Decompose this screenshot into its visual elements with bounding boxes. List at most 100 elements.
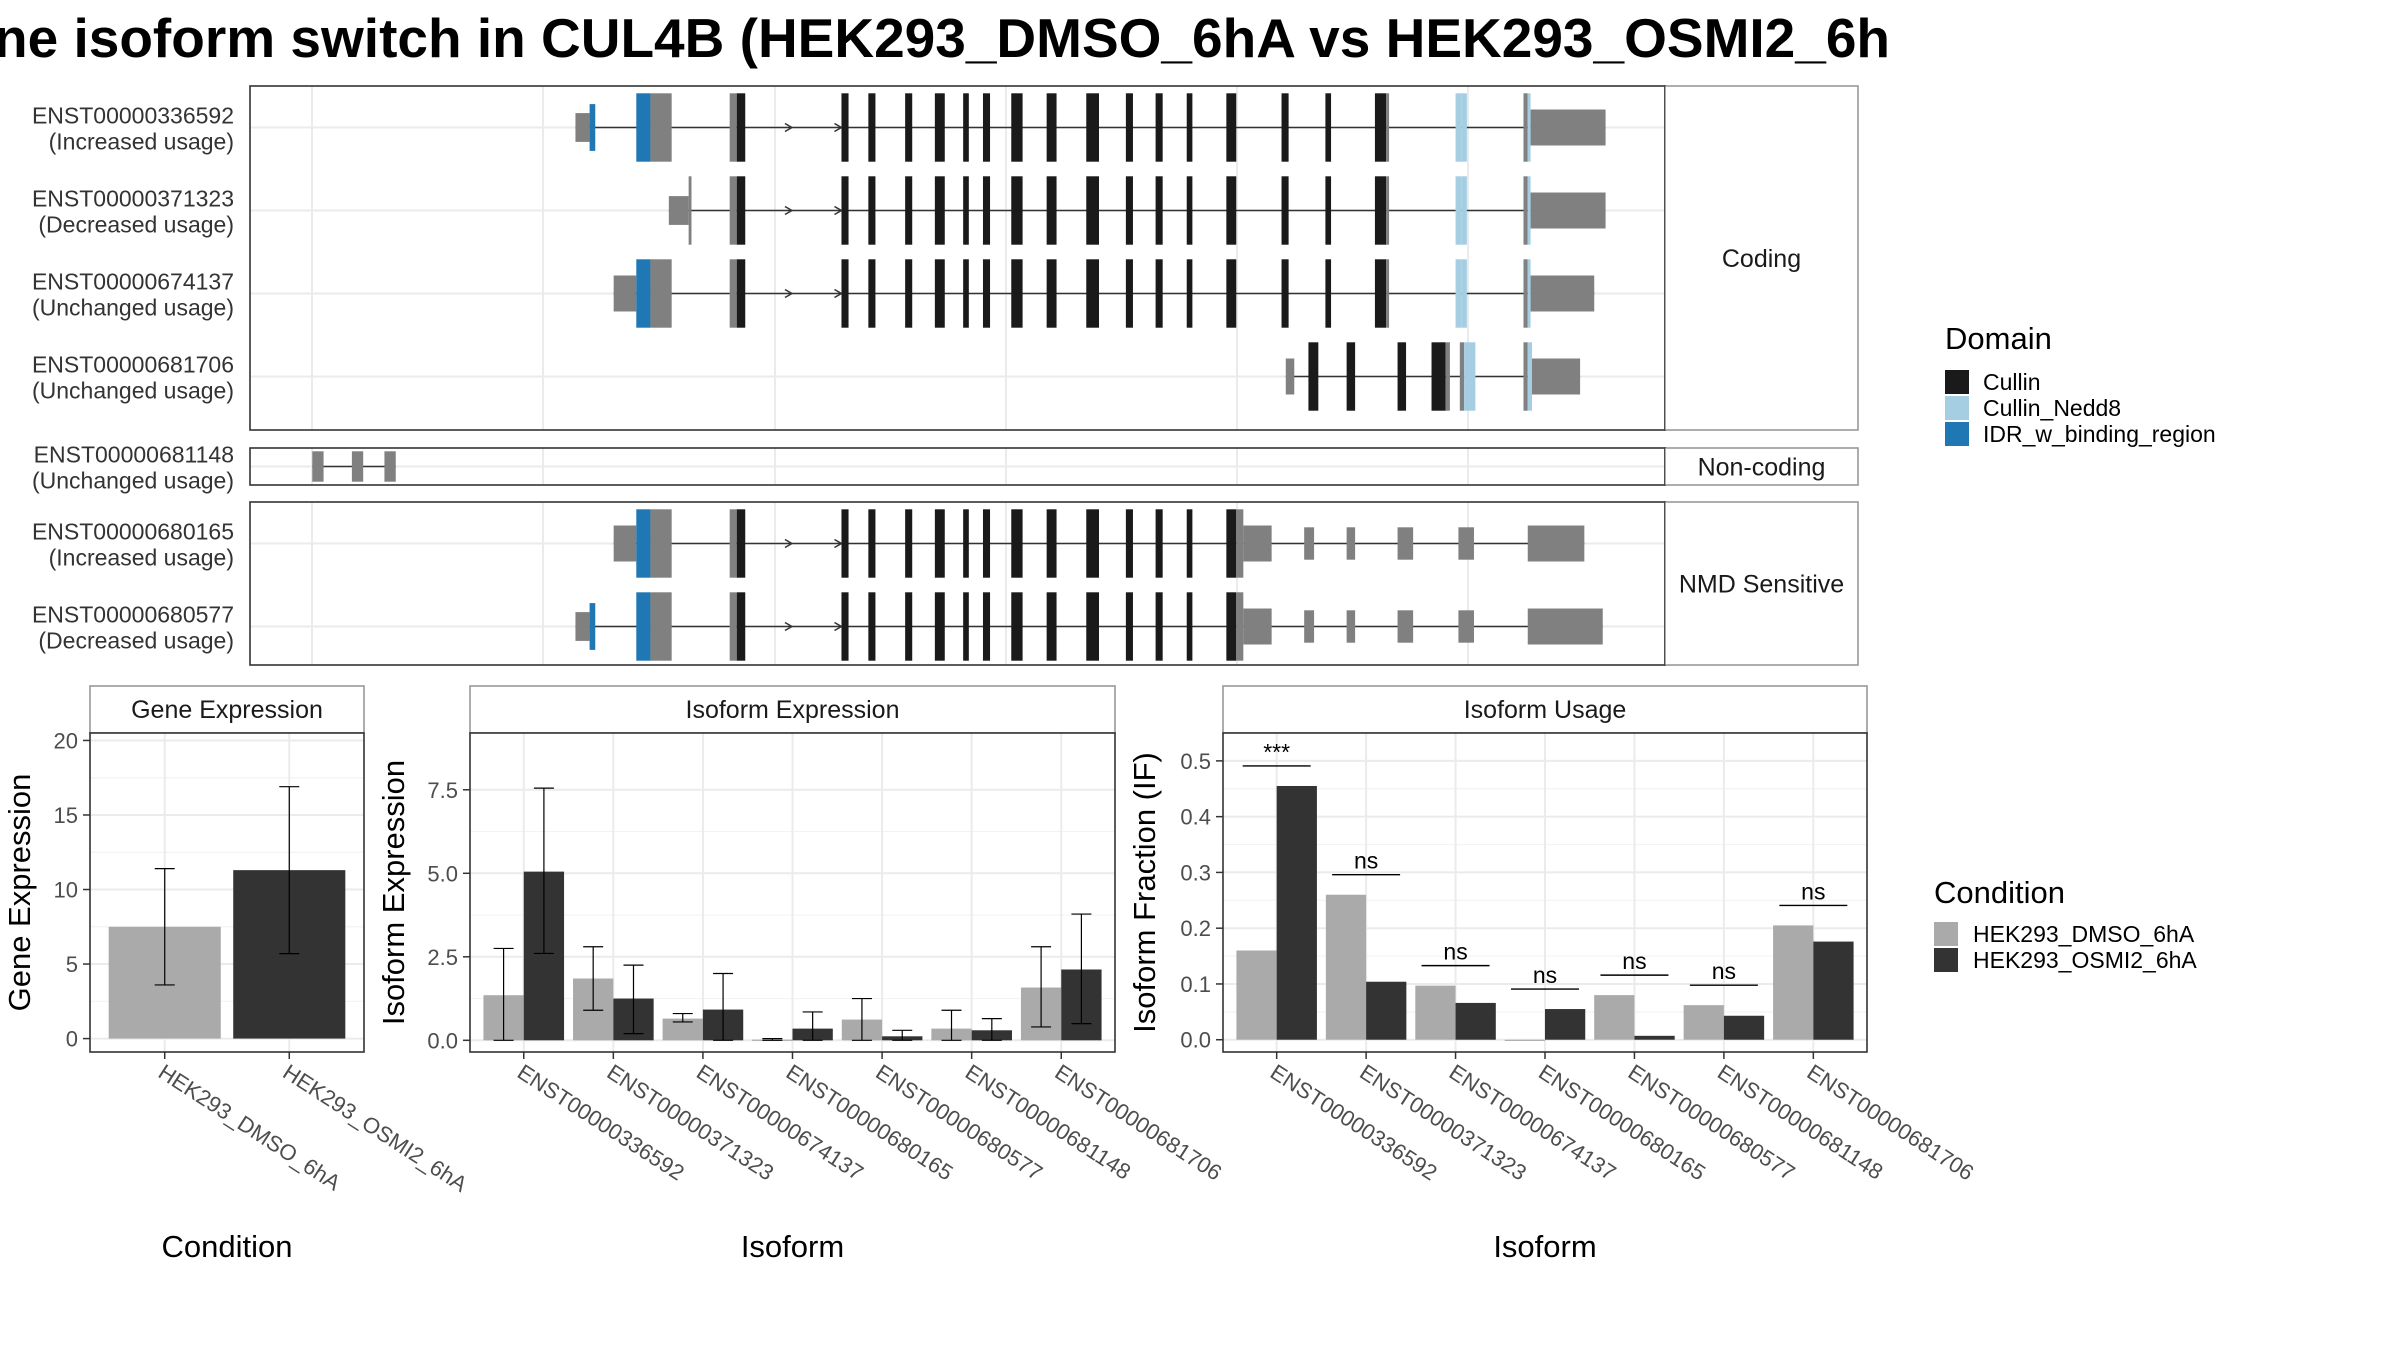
domain-block-cullin	[1086, 176, 1099, 245]
transcript-id-label: ENST00000681148	[34, 442, 234, 468]
y-tick-label: 0.3	[1180, 860, 1211, 885]
y-tick-label: 10	[54, 878, 78, 903]
exon-block	[1346, 527, 1356, 560]
bar	[1276, 785, 1317, 1040]
transcript-structure-panel: ENST00000336592(Increased usage) ENST0000…	[32, 85, 1859, 666]
x-tick-label: ENST00000371323	[1355, 1059, 1531, 1185]
domain-block-cullin	[1325, 259, 1332, 328]
domain-block-cullin	[1046, 592, 1057, 661]
exon-block	[1445, 342, 1450, 411]
x-axis-title: Isoform	[741, 1229, 844, 1264]
transcript-ENST00000681706: ENST00000681706(Unchanged usage)	[32, 342, 1581, 411]
domain-block-cullin	[1186, 509, 1193, 578]
exon-block	[1397, 527, 1414, 560]
domain-block-cullin	[841, 259, 849, 328]
domain-block-cullin	[963, 176, 969, 245]
domain-block-idr_w_binding_region	[636, 259, 651, 328]
transcript-usage-label: (Unchanged usage)	[32, 295, 234, 321]
exon-block	[575, 612, 590, 641]
domain-block-cullin	[1125, 509, 1133, 578]
transcript-usage-label: (Decreased usage)	[38, 628, 234, 654]
exon-block	[1523, 176, 1528, 245]
y-tick-label: 0	[66, 1027, 78, 1052]
exon-block	[1531, 358, 1581, 395]
domain-block-cullin	[905, 93, 913, 162]
domain-block-cullin	[736, 592, 746, 661]
domain-block-cullin	[1011, 509, 1023, 578]
domain-block-cullin	[1186, 592, 1193, 661]
domain-block-cullin_nedd8	[1461, 176, 1467, 245]
domain-block-cullin	[934, 592, 945, 661]
y-tick-label: 7.5	[427, 778, 458, 803]
bar	[1545, 1009, 1586, 1040]
domain-block-cullin	[736, 509, 746, 578]
domain-block-cullin_nedd8	[1455, 176, 1462, 245]
exon-block	[1304, 610, 1315, 643]
domain-legend-title: Domain	[1945, 321, 2052, 356]
x-tick-label: ENST00000674137	[1445, 1059, 1621, 1185]
bar	[1325, 894, 1367, 1040]
domain-block-cullin_nedd8	[1461, 259, 1467, 328]
domain-block-cullin	[1086, 509, 1099, 578]
domain-block-cullin	[982, 176, 991, 245]
domain-block-cullin	[982, 592, 991, 661]
domain-block-cullin	[905, 259, 913, 328]
plot-border	[89, 732, 365, 1053]
domain-block-cullin_nedd8	[1527, 342, 1532, 411]
transcript-usage-label: (Unchanged usage)	[32, 378, 234, 404]
x-tick-label: ENST00000681148	[961, 1059, 1135, 1184]
transcript-ENST00000681148: ENST00000681148(Unchanged usage)	[32, 442, 396, 494]
x-tick-label: ENST00000681706	[1051, 1059, 1227, 1185]
domain-block-cullin	[1046, 176, 1057, 245]
domain-block-idr_w_binding_region	[636, 509, 651, 578]
group-strip	[1664, 501, 1859, 666]
legend-key-cullin	[1945, 370, 1969, 394]
domain-block-cullin	[905, 176, 913, 245]
y-tick-label: 5	[66, 952, 78, 977]
y-tick-label: 0.2	[1180, 916, 1211, 941]
exon-block	[650, 592, 672, 661]
domain-block-cullin	[905, 592, 913, 661]
panel-strip-label: Isoform Expression	[686, 696, 900, 724]
transcript-ENST00000674137: ENST00000674137(Unchanged usage)	[32, 259, 1595, 328]
domain-block-idr_w_binding_region	[589, 603, 596, 650]
domain-block-cullin	[934, 509, 945, 578]
panel-strip-label: Gene Expression	[131, 696, 323, 724]
domain-block-cullin	[1155, 592, 1163, 661]
significance-label: ns	[1622, 948, 1646, 974]
domain-block-cullin	[868, 259, 876, 328]
exon-block	[1530, 275, 1595, 312]
panel-strip	[89, 685, 365, 734]
domain-block-cullin	[1374, 93, 1387, 162]
x-tick-label: ENST00000680165	[782, 1059, 958, 1185]
domain-block-cullin	[1011, 176, 1023, 245]
domain-block-cullin	[1155, 176, 1163, 245]
y-tick-label: 0.4	[1180, 805, 1211, 830]
domain-block-cullin	[1125, 176, 1133, 245]
transcript-id-label: ENST00000680165	[32, 519, 234, 545]
bar	[1455, 1002, 1496, 1040]
domain-block-cullin	[1374, 176, 1387, 245]
transcript-ENST00000336592: ENST00000336592(Increased usage)	[32, 93, 1606, 162]
exon-block	[1397, 610, 1414, 643]
domain-block-cullin	[841, 592, 849, 661]
significance-label: ns	[1443, 939, 1467, 965]
y-tick-label: 15	[54, 803, 78, 828]
domain-block-cullin	[1155, 259, 1163, 328]
domain-block-cullin	[1186, 176, 1193, 245]
bar	[1236, 950, 1277, 1040]
exon-block	[1346, 610, 1356, 643]
strand-arrow	[784, 205, 794, 216]
y-tick-label: 0.0	[427, 1028, 458, 1053]
group-strip-label: Non-coding	[1698, 454, 1826, 482]
transcript-id-label: ENST00000681706	[32, 352, 234, 378]
y-tick-label: 0.0	[1180, 1028, 1211, 1053]
domain-block-cullin	[1011, 259, 1023, 328]
exon-block	[729, 509, 737, 578]
domain-block-cullin	[868, 592, 876, 661]
exon-block	[729, 592, 737, 661]
panel-strip	[469, 685, 1116, 734]
exon-block	[729, 176, 737, 245]
domain-block-cullin	[1011, 592, 1023, 661]
legend-label: HEK293_DMSO_6hA	[1973, 921, 2195, 947]
